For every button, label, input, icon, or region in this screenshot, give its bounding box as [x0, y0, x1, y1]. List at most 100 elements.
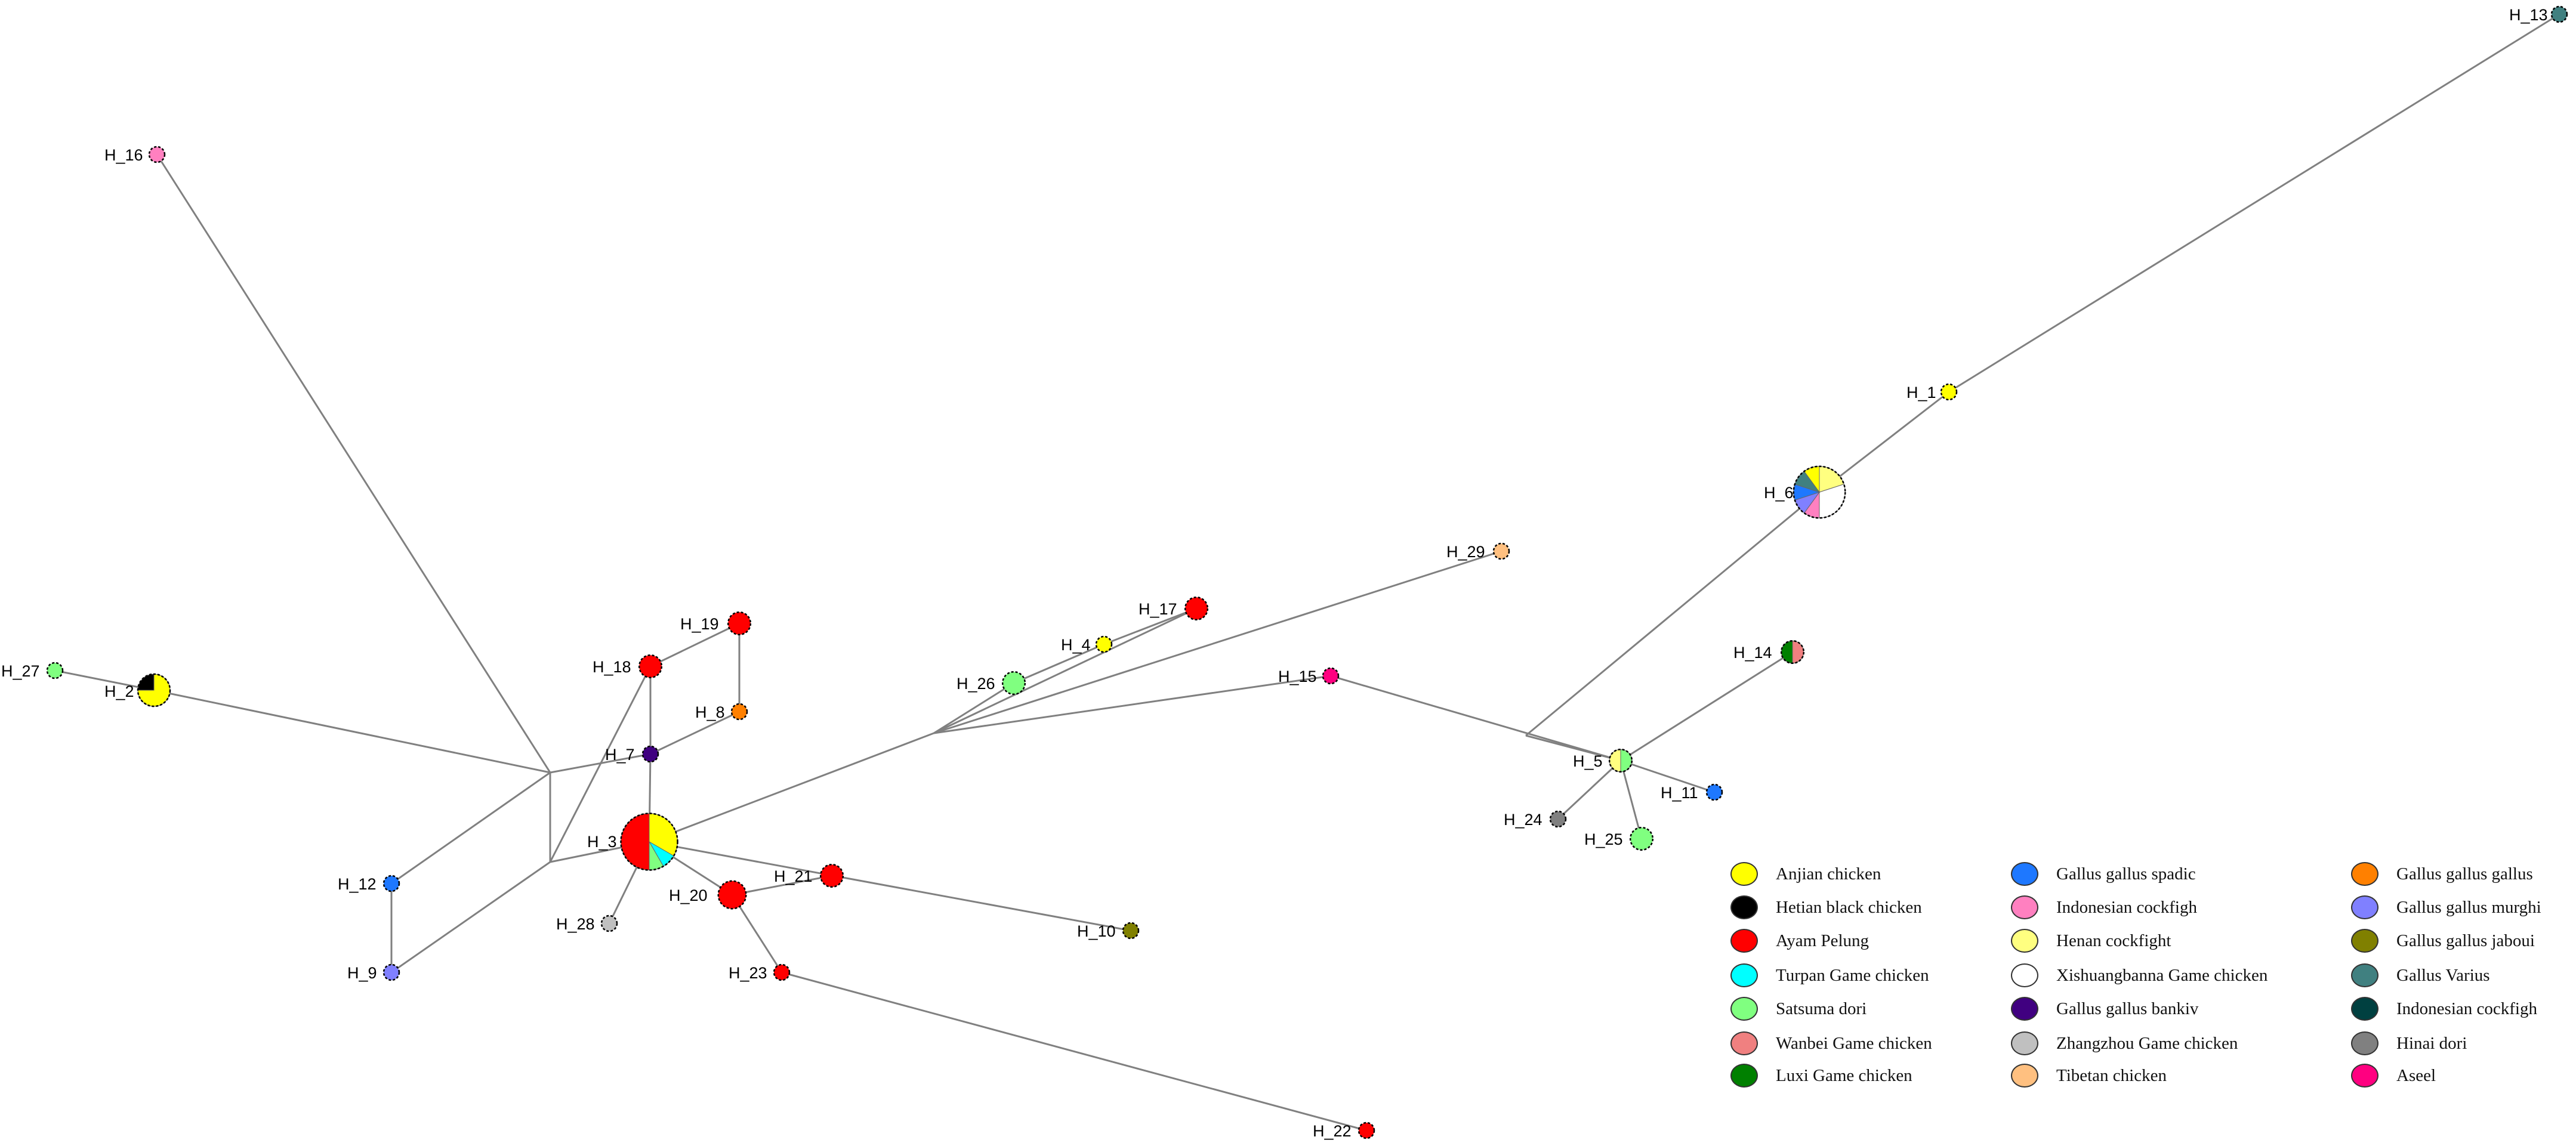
legend-label: Indonesian cockfigh: [2056, 897, 2197, 917]
legend-swatch: [2011, 895, 2038, 919]
legend-swatch: [1730, 963, 1758, 987]
legend-label: Ayam Pelung: [1776, 931, 1869, 950]
node-outline: [1705, 783, 1723, 801]
legend-swatch: [1730, 895, 1758, 919]
node-outline: [1322, 667, 1340, 685]
node-outline: [1358, 1122, 1375, 1139]
legend-label: Hetian black chicken: [1776, 897, 1922, 917]
node-slice: [1359, 1123, 1374, 1138]
haplotype-node-h-20[interactable]: H_20: [669, 880, 747, 910]
edge-J2-H_18: [549, 666, 652, 863]
edge-J1-H_16: [156, 154, 551, 773]
node-label: H_19: [680, 615, 719, 633]
node-outline: [773, 963, 791, 981]
legend-item: Gallus gallus jaboui: [2351, 926, 2535, 956]
haplotype-node-h-3[interactable]: H_3: [587, 813, 678, 871]
legend-item: Zhangzhou Game chicken: [2011, 1028, 2238, 1058]
legend-item: Gallus gallus gallus: [2351, 859, 2533, 889]
legend-label: Wanbei Game chicken: [1776, 1033, 1932, 1053]
haplotype-node-h-22[interactable]: H_22: [1313, 1122, 1375, 1140]
edge-J1-H_12: [391, 771, 551, 885]
network-nodes: H_1 H_2 H_3 H_4 H_5 H_6 H_7 H_8 H_9 H_10 H_11 H_12 H…: [1, 5, 2568, 1140]
legend-label: Indonesian cockfigh: [2396, 999, 2537, 1018]
legend-item: Indonesian cockfigh: [2351, 994, 2537, 1024]
haplotype-node-h-9[interactable]: H_9: [347, 963, 400, 982]
legend-label: Gallus gallus spadic: [2056, 864, 2196, 883]
legend-swatch: [2351, 862, 2378, 886]
legend-label: Gallus gallus jaboui: [2396, 931, 2535, 950]
legend-swatch: [2351, 963, 2378, 987]
node-outline: [1001, 671, 1026, 696]
node-label: H_14: [1733, 644, 1772, 662]
node-outline: [1780, 640, 1805, 665]
edge-H_26-H_4: [1013, 643, 1105, 684]
legend-label: Gallus Varius: [2396, 965, 2490, 985]
node-label: H_11: [1661, 784, 1698, 802]
legend-swatch: [1730, 997, 1758, 1021]
node-slice: [601, 916, 617, 931]
node-label: H_21: [774, 867, 813, 885]
node-outline: [1629, 826, 1654, 851]
haplotype-node-h-18[interactable]: H_18: [593, 654, 663, 679]
legend-swatch: [2011, 1031, 2038, 1055]
node-slice: [643, 746, 658, 762]
haplotype-node-h-2[interactable]: H_2: [104, 673, 171, 708]
haplotype-node-h-15[interactable]: H_15: [1278, 667, 1340, 685]
node-slice: [2552, 7, 2567, 22]
haplotype-node-h-26[interactable]: H_26: [957, 671, 1026, 696]
legend-swatch: [2011, 963, 2038, 987]
haplotype-node-h-13[interactable]: H_13: [2509, 5, 2568, 24]
haplotype-node-h-10[interactable]: H_10: [1077, 922, 1140, 940]
legend-swatch: [1730, 1064, 1758, 1088]
haplotype-node-h-12[interactable]: H_12: [338, 875, 400, 893]
node-label: H_16: [104, 146, 143, 164]
edge-H_5-H_11: [1620, 759, 1715, 793]
node-slice: [47, 663, 63, 678]
node-outline: [620, 813, 678, 871]
node-label: H_9: [347, 964, 377, 982]
haplotype-node-h-28[interactable]: H_28: [556, 915, 618, 933]
haplotype-node-h-27[interactable]: H_27: [1, 662, 64, 680]
legend-swatch: [2011, 929, 2038, 953]
node-outline: [2550, 5, 2568, 23]
haplotype-node-h-6[interactable]: H_6: [1764, 465, 1846, 519]
legend-label: Gallus gallus bankiv: [2056, 999, 2199, 1018]
node-slice: [1185, 597, 1208, 620]
haplotype-node-h-14[interactable]: H_14: [1733, 640, 1805, 665]
haplotype-node-h-24[interactable]: H_24: [1504, 810, 1567, 829]
node-slice: [774, 965, 789, 980]
node-slice: [820, 864, 843, 887]
node-label: H_4: [1061, 636, 1091, 654]
node-label: H_18: [593, 658, 631, 676]
haplotype-node-h-29[interactable]: H_29: [1446, 542, 1510, 561]
haplotype-node-h-1[interactable]: H_1: [1906, 383, 1958, 401]
haplotype-node-h-21[interactable]: H_21: [774, 863, 844, 888]
edge-H_23-H_22: [781, 971, 1367, 1132]
node-outline: [717, 880, 747, 910]
haplotype-node-h-16[interactable]: H_16: [104, 146, 166, 164]
haplotype-node-h-25[interactable]: H_25: [1584, 826, 1654, 851]
haplotype-node-h-11[interactable]: H_11: [1661, 783, 1723, 802]
node-outline: [382, 875, 400, 892]
haplotype-node-h-5[interactable]: H_5: [1573, 748, 1633, 773]
haplotype-node-h-23[interactable]: H_23: [729, 963, 791, 982]
node-outline: [46, 662, 64, 679]
legend-swatch: [1730, 1031, 1758, 1055]
node-slice: [1550, 811, 1566, 827]
edge-J3-H_15: [933, 675, 1331, 734]
node-label: H_6: [1764, 484, 1794, 502]
node-label: H_8: [695, 703, 725, 721]
node-label: H_29: [1446, 543, 1485, 561]
network-edges: [54, 13, 2560, 1132]
node-slice: [1620, 749, 1633, 773]
legend-item: Gallus gallus murghi: [2351, 892, 2541, 922]
edge-H_3-H_10: [649, 841, 1131, 932]
haplotype-node-h-19[interactable]: H_19: [680, 611, 752, 636]
haplotype-node-h-4[interactable]: H_4: [1061, 635, 1113, 654]
haplotype-node-h-17[interactable]: H_17: [1139, 596, 1209, 621]
legend-item: Tibetan chicken: [2011, 1061, 2167, 1091]
haplotype-node-h-8[interactable]: H_8: [695, 703, 748, 721]
haplotype-node-h-7[interactable]: H_7: [605, 745, 659, 764]
legend-label: Gallus gallus gallus: [2396, 864, 2533, 883]
node-label: H_27: [1, 662, 40, 680]
